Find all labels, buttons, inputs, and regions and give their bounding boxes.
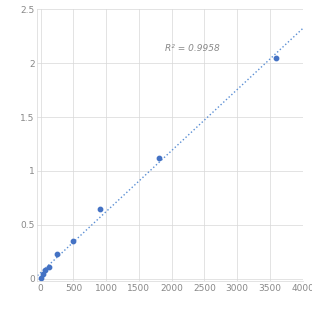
Point	[38, 276, 43, 281]
Point	[46, 265, 51, 270]
Text: R² = 0.9958: R² = 0.9958	[165, 44, 220, 53]
Point	[40, 271, 45, 276]
Point	[71, 238, 76, 243]
Point	[274, 55, 279, 60]
Point	[97, 206, 102, 211]
Point	[42, 268, 47, 273]
Point	[55, 252, 60, 257]
Point	[156, 155, 161, 160]
